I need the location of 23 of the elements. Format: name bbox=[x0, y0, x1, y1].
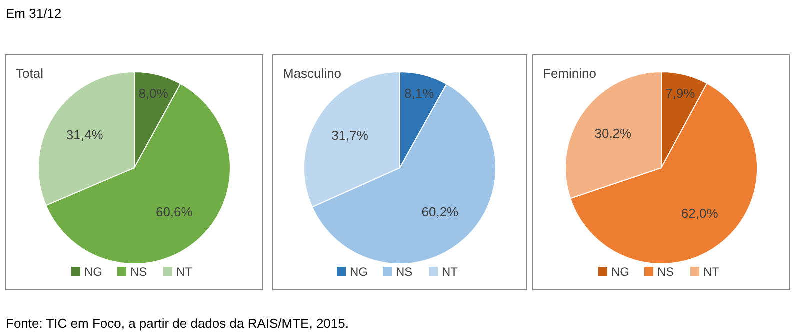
legend-label: NT bbox=[704, 265, 720, 280]
data-label: 60,6% bbox=[156, 204, 194, 220]
legend-label: NG bbox=[84, 265, 102, 280]
data-label: 8,1% bbox=[404, 86, 435, 102]
data-label: 31,4% bbox=[66, 128, 104, 143]
legend-label: NS bbox=[658, 265, 674, 280]
legend-label: NT bbox=[176, 265, 194, 280]
legend-label: NT bbox=[442, 265, 459, 280]
chart-title: Total bbox=[16, 66, 44, 81]
data-label: 7,9% bbox=[666, 86, 696, 102]
legend-label: NS bbox=[130, 265, 148, 280]
data-label: 8,0% bbox=[138, 86, 169, 102]
data-label: 30,2% bbox=[594, 126, 632, 141]
legend-label: NG bbox=[612, 265, 630, 280]
chart-title: Masculino bbox=[283, 66, 342, 81]
legend-label: NS bbox=[396, 265, 413, 280]
data-label: 62,0% bbox=[681, 206, 719, 222]
chart-title: Feminino bbox=[543, 66, 596, 81]
legend-label: NG bbox=[350, 265, 368, 280]
text: Em 31/12 bbox=[6, 6, 62, 21]
data-label: 60,2% bbox=[422, 204, 460, 220]
data-label: 31,7% bbox=[332, 128, 369, 144]
source-note: Fonte: TIC em Foco, a partir de dados da RAIS/MTE, 2015. bbox=[6, 316, 349, 331]
